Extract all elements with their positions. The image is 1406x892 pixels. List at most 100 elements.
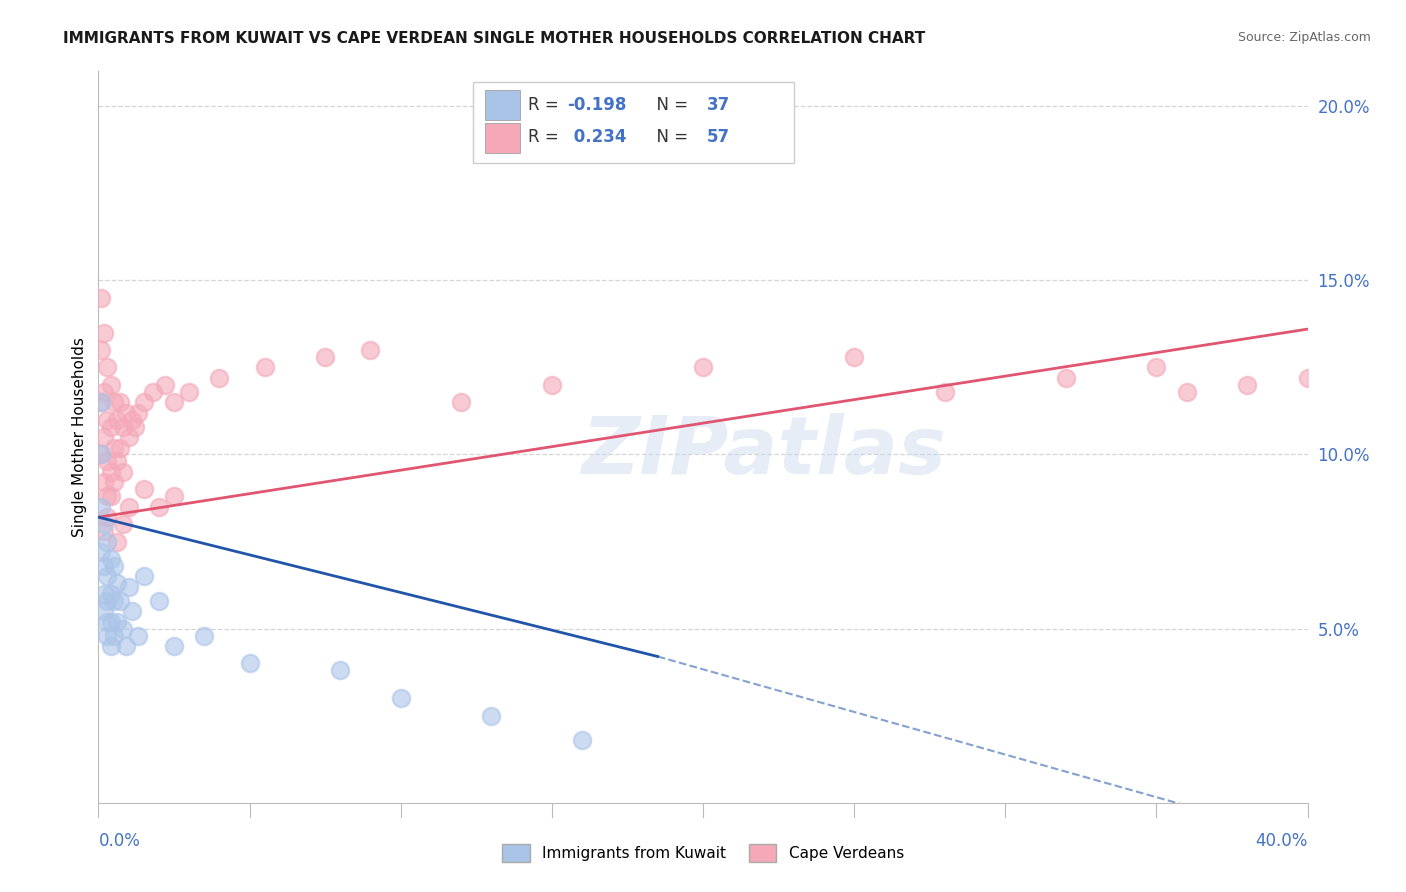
Point (96, 629, 118, 643)
Text: R =: R = (527, 96, 564, 114)
Point (90, 343, 112, 357)
Point (103, 558, 125, 573)
Point (96, 412, 118, 426)
Point (103, 629, 125, 643)
Point (105, 412, 128, 426)
Point (148, 594, 170, 608)
Point (111, 419, 134, 434)
Point (193, 629, 215, 643)
Point (132, 483, 155, 497)
Point (90, 448, 112, 462)
Point (111, 517, 134, 532)
Point (93, 517, 115, 532)
Text: N =: N = (647, 128, 693, 146)
Point (118, 430, 141, 444)
FancyBboxPatch shape (474, 82, 793, 163)
Point (93, 475, 115, 490)
Point (239, 657, 262, 671)
Point (96, 360, 118, 375)
Point (105, 454, 128, 468)
Point (108, 441, 131, 455)
FancyBboxPatch shape (485, 122, 520, 153)
Point (100, 587, 122, 601)
Point (103, 441, 125, 455)
Point (93, 604, 115, 618)
Point (121, 604, 143, 618)
Point (100, 489, 122, 503)
FancyBboxPatch shape (485, 89, 520, 120)
Point (844, 350, 866, 364)
Point (93, 430, 115, 444)
Text: 40.0%: 40.0% (1256, 832, 1308, 850)
Legend: Immigrants from Kuwait, Cape Verdeans: Immigrants from Kuwait, Cape Verdeans (496, 838, 910, 868)
Point (90, 448, 112, 462)
Text: IMMIGRANTS FROM KUWAIT VS CAPE VERDEAN SINGLE MOTHER HOUSEHOLDS CORRELATION CHAR: IMMIGRANTS FROM KUWAIT VS CAPE VERDEAN S… (63, 31, 925, 46)
Point (142, 384, 165, 399)
Point (93, 326, 115, 340)
Point (934, 384, 956, 399)
Point (111, 622, 134, 636)
Point (105, 534, 128, 549)
Text: -0.198: -0.198 (568, 96, 627, 114)
Text: 0.0%: 0.0% (98, 832, 141, 850)
Point (100, 465, 122, 479)
Point (103, 594, 125, 608)
Point (90, 395, 112, 409)
Point (96, 534, 118, 549)
Point (93, 587, 115, 601)
Point (96, 510, 118, 524)
Point (108, 594, 131, 608)
Point (114, 639, 136, 653)
Point (96, 615, 118, 629)
Point (93, 524, 115, 538)
Point (571, 733, 593, 747)
Text: 37: 37 (707, 96, 730, 114)
Text: ZIPatlas: ZIPatlas (581, 413, 946, 491)
Point (148, 500, 170, 514)
Point (1236, 377, 1258, 392)
Point (1175, 384, 1198, 399)
Point (132, 395, 155, 409)
Point (121, 412, 143, 426)
Point (105, 576, 128, 591)
Point (100, 615, 122, 629)
Point (1054, 371, 1077, 385)
Y-axis label: Single Mother Households: Single Mother Households (72, 337, 87, 537)
Point (360, 343, 382, 357)
Point (96, 489, 118, 503)
Point (105, 615, 128, 629)
Point (103, 475, 125, 490)
Text: 0.234: 0.234 (568, 128, 626, 146)
Point (93, 384, 115, 399)
Point (208, 371, 231, 385)
Point (93, 558, 115, 573)
Point (108, 395, 131, 409)
Point (90, 545, 112, 559)
Point (163, 395, 186, 409)
Point (96, 594, 118, 608)
Point (692, 360, 714, 375)
Point (124, 419, 146, 434)
Point (314, 350, 336, 364)
Point (96, 569, 118, 583)
Point (389, 691, 412, 706)
Point (329, 664, 352, 678)
Point (90, 395, 112, 409)
Point (100, 377, 122, 392)
Point (163, 489, 186, 503)
Point (100, 639, 122, 653)
Point (114, 406, 136, 420)
Point (153, 377, 176, 392)
Point (127, 406, 149, 420)
Point (90, 291, 112, 305)
Point (118, 500, 141, 514)
Point (100, 552, 122, 566)
Text: R =: R = (527, 128, 564, 146)
Point (253, 360, 276, 375)
Text: N =: N = (647, 96, 693, 114)
Point (96, 454, 118, 468)
Text: 57: 57 (707, 128, 730, 146)
Point (103, 395, 125, 409)
Point (179, 384, 201, 399)
Point (1144, 360, 1167, 375)
